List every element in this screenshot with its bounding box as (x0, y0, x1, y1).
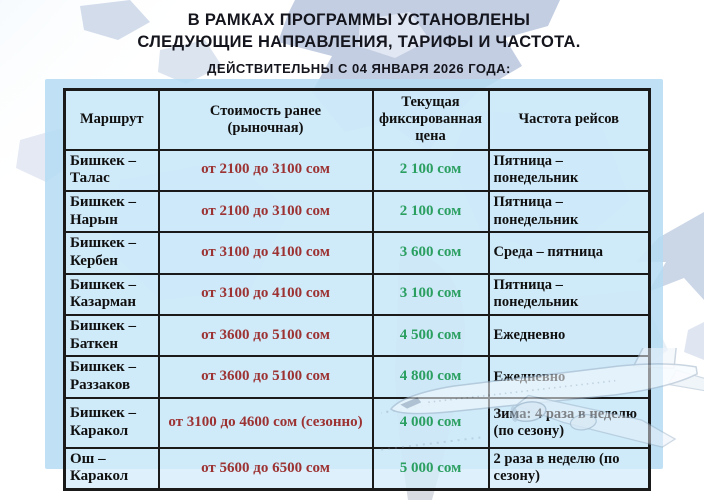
frequency-cell: Среда – пятница (487, 231, 651, 275)
old-price-cell: от 3600 до 5100 сом (157, 313, 374, 358)
title-line-2: СЛЕДУЮЩИЕ НАПРАВЛЕНИЯ, ТАРИФЫ И ЧАСТОТА. (137, 32, 581, 51)
frequency-cell: Пятница – понедельник (487, 148, 651, 192)
old-price-cell: от 3100 до 4600 сом (сезонно) (157, 396, 374, 449)
column-header-route: Маршрут (63, 88, 160, 151)
column-header-new-price: Текущая фиксированная цена (371, 88, 490, 151)
old-price-cell: от 3600 до 5100 сом (157, 355, 374, 399)
frequency-cell: Ежедневно (487, 313, 651, 358)
tariff-table-body: Бишкек – Талас от 2100 до 3100 сом 2 100… (63, 148, 651, 491)
route-cell: Бишкек – Талас (63, 148, 160, 192)
route-cell: Бишкек – Каракол (63, 396, 160, 449)
effective-date-subtitle: ДЕЙСТВИТЕЛЬНЫ С 04 ЯНВАРЯ 2026 ГОДА: (207, 60, 511, 76)
new-price-cell: 2 100 сом (371, 189, 490, 234)
column-header-frequency: Частота рейсов (487, 88, 651, 151)
column-header-old-price: Стоимость ранее (рыночная) (157, 88, 374, 151)
route-cell: Бишкек – Нарын (63, 189, 160, 234)
table-row: Бишкек – Талас от 2100 до 3100 сом 2 100… (63, 148, 651, 192)
tariff-table: Маршрут Стоимость ранее (рыночная) Текущ… (63, 88, 651, 492)
route-cell: Бишкек – Казарман (63, 272, 160, 317)
frequency-cell: Зима: 4 раза в неделю (по сезону) (487, 396, 651, 449)
new-price-cell: 4 800 сом (371, 355, 490, 399)
table-row: Бишкек – Каракол от 3100 до 4600 сом (се… (63, 396, 651, 449)
title-line-1: В РАМКАХ ПРОГРАММЫ УСТАНОВЛЕНЫ (187, 11, 531, 29)
old-price-cell: от 2100 до 3100 сом (157, 148, 374, 192)
old-price-cell: от 2100 до 3100 сом (157, 189, 374, 234)
new-price-cell: 5 000 сом (371, 446, 490, 491)
route-cell: Ош – Каракол (63, 446, 160, 491)
page-title: В РАМКАХ ПРОГРАММЫ УСТАНОВЛЕНЫ СЛЕДУЮЩИЕ… (0, 10, 704, 76)
old-price-cell: от 3100 до 4100 сом (157, 231, 374, 275)
table-row: Бишкек – Баткен от 3600 до 5100 сом 4 50… (63, 313, 651, 358)
frequency-cell: Ежедневно (487, 355, 651, 399)
route-cell: Бишкек – Кербен (63, 231, 160, 275)
route-cell: Бишкек – Баткен (63, 313, 160, 358)
new-price-cell: 4 000 сом (371, 396, 490, 449)
tariff-table-header: Маршрут Стоимость ранее (рыночная) Текущ… (63, 88, 651, 151)
old-price-cell: от 5600 до 6500 сом (157, 446, 374, 491)
new-price-cell: 3 600 сом (371, 231, 490, 275)
frequency-cell: Пятница – понедельник (487, 272, 651, 317)
frequency-cell: Пятница – понедельник (487, 189, 651, 234)
new-price-cell: 3 100 сом (371, 272, 490, 317)
frequency-cell: 2 раза в неделю (по сезону) (487, 446, 651, 491)
old-price-cell: от 3100 до 4100 сом (157, 272, 374, 317)
table-row: Бишкек – Казарман от 3100 до 4100 сом 3 … (63, 272, 651, 317)
new-price-cell: 4 500 сом (371, 313, 490, 358)
route-cell: Бишкек – Раззаков (63, 355, 160, 399)
new-price-cell: 2 100 сом (371, 148, 490, 192)
table-row: Бишкек – Раззаков от 3600 до 5100 сом 4 … (63, 355, 651, 399)
table-row: Бишкек – Кербен от 3100 до 4100 сом 3 60… (63, 231, 651, 275)
table-row: Бишкек – Нарын от 2100 до 3100 сом 2 100… (63, 189, 651, 234)
table-row: Ош – Каракол от 5600 до 6500 сом 5 000 с… (63, 446, 651, 491)
